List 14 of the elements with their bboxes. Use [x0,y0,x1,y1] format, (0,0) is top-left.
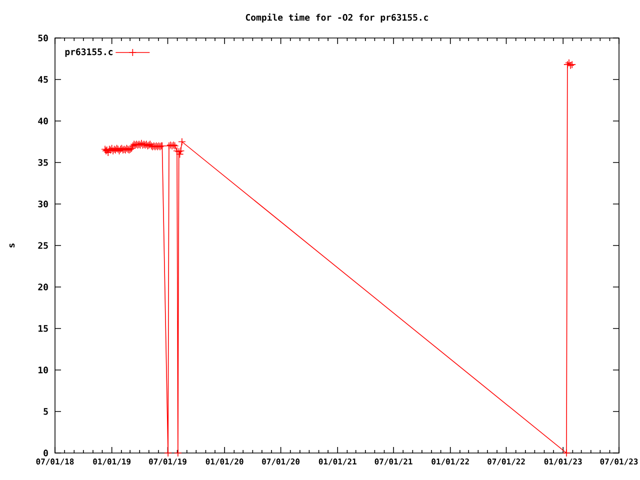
legend-label: pr63155.c [65,48,113,57]
y-tick-label: 25 [38,242,48,249]
y-tick-label: 20 [38,284,48,290]
y-axis-title: s [9,244,15,248]
y-tick-label: 15 [38,325,48,332]
y-tick-label: 40 [38,118,48,124]
chart-title: Compile time for -O2 for pr63155.c [246,13,428,22]
y-tick-label: 30 [38,200,48,208]
y-tick-label: 45 [38,76,48,83]
y-tick-label: 50 [38,34,48,42]
y-tick-label: 5 [44,408,48,415]
y-tick-label: 0 [44,450,48,456]
y-tick-label: 10 [38,366,48,374]
y-tick-label: 35 [38,159,48,166]
